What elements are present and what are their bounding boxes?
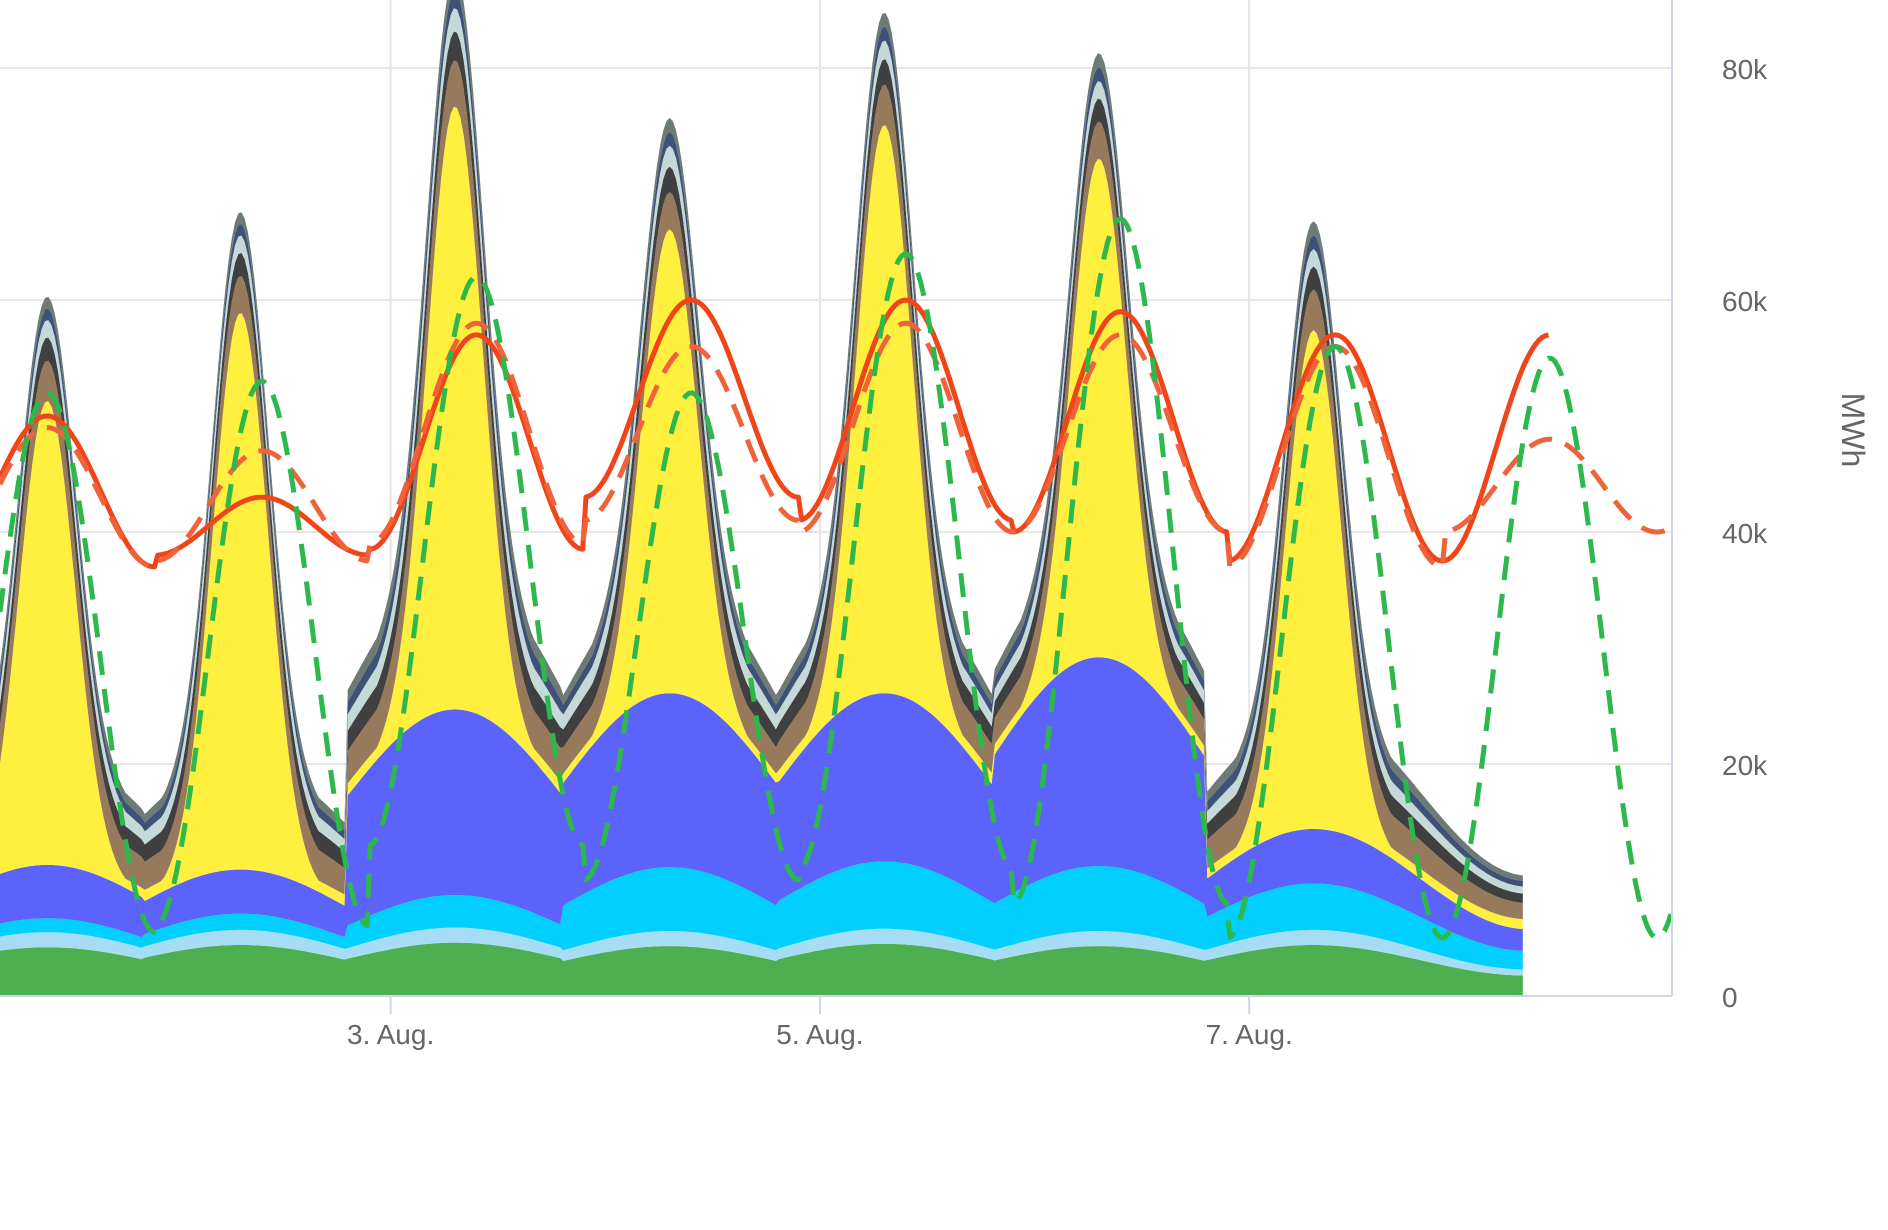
y-tick-label: 20k <box>1722 750 1768 781</box>
y-axis-title: MWh <box>1835 393 1871 468</box>
area-layer-5 <box>0 60 1523 920</box>
area-layer-6 <box>0 31 1523 903</box>
y-tick-label: 40k <box>1722 518 1768 549</box>
series-line-0 <box>0 297 1550 570</box>
x-tick-label: 5. Aug. <box>776 1019 863 1050</box>
stacked-areas <box>0 0 1523 996</box>
series-lines <box>0 216 1674 941</box>
y-tick-label: 0 <box>1722 982 1738 1013</box>
area-layer-2 <box>0 861 1523 970</box>
series-line-2 <box>0 216 1674 941</box>
tick-labels: 0 20k 40k 60k 80k 3. Aug. 5. Aug. 7. Aug. <box>347 54 1768 1050</box>
area-layer-3 <box>0 657 1523 951</box>
series-line-1 <box>0 320 1672 570</box>
axes <box>0 0 1673 997</box>
area-layer-1 <box>0 927 1523 976</box>
y-tick-label: 80k <box>1722 54 1768 85</box>
x-tick-label: 3. Aug. <box>347 1019 434 1050</box>
x-tick-label: 7. Aug. <box>1206 1019 1293 1050</box>
area-layer-0 <box>0 942 1523 996</box>
y-tick-label: 60k <box>1722 286 1768 317</box>
area-layer-7 <box>0 8 1523 894</box>
